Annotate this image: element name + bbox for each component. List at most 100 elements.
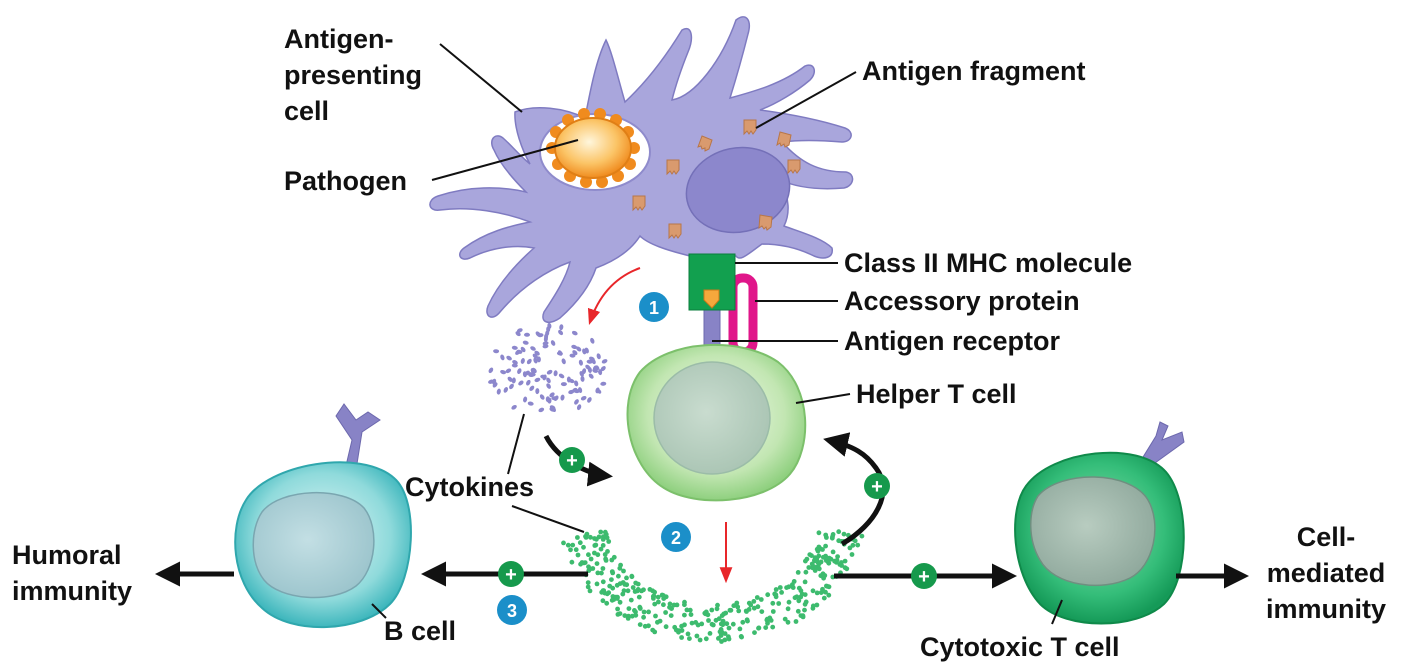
cytokine-dot <box>834 557 840 563</box>
cytokine-dot <box>728 607 734 613</box>
cytokine-dot <box>575 535 580 540</box>
cytokine-dot <box>663 624 669 630</box>
cytokine-dot <box>609 597 615 603</box>
cytokine-dot <box>745 618 750 624</box>
cytokine-dot <box>594 536 599 542</box>
cytokine-dot <box>625 616 631 621</box>
svg-text:3: 3 <box>507 601 517 621</box>
cytokine-dot <box>626 606 632 611</box>
cytokine-dot <box>539 394 545 400</box>
helper-t-nucleus <box>653 361 771 475</box>
label-class-ii-mhc: Class II MHC molecule <box>844 248 1132 278</box>
plus-badge-cytotoxic: + <box>911 563 937 589</box>
cytokine-dot <box>583 534 588 539</box>
cytokine-dot <box>527 401 534 406</box>
cytokine-dot <box>576 346 582 352</box>
svg-text:immunity: immunity <box>12 576 132 606</box>
cytokine-dot <box>652 601 658 607</box>
cytokine-dot <box>571 344 578 349</box>
cytokine-dot <box>546 369 553 375</box>
cytokine-dot <box>596 353 601 360</box>
cytokine-dot <box>621 588 627 594</box>
cytokine-dot <box>570 542 576 548</box>
cytokine-dot <box>804 556 810 562</box>
cytokine-dot <box>641 587 646 593</box>
cytokine-dot <box>545 396 550 403</box>
cytokine-dot <box>600 366 606 372</box>
cytokine-dot <box>765 592 771 598</box>
purple-cytokine-cloud <box>488 322 608 413</box>
cytokine-dot <box>770 600 776 606</box>
cytokine-dot <box>706 618 711 623</box>
cytokine-dot <box>600 381 607 386</box>
cytokine-dot <box>526 358 532 365</box>
cytokine-dot <box>530 368 536 374</box>
cytokine-dot <box>764 616 770 622</box>
cytokine-dot <box>598 546 604 552</box>
cytokine-dot <box>573 547 579 553</box>
cytokine-dot <box>622 613 628 618</box>
cytokine-dot <box>814 546 820 552</box>
cytokine-dot <box>828 556 834 562</box>
cytokine-dot <box>596 388 602 394</box>
cytokine-dot <box>784 585 789 590</box>
cytokine-dot <box>493 349 500 354</box>
cytokine-dot <box>578 359 583 366</box>
cytokine-dot <box>577 540 583 546</box>
step-badge-1: 1 <box>639 292 669 322</box>
cytokine-dot <box>604 591 610 597</box>
svg-text:+: + <box>871 476 883 498</box>
svg-text:2: 2 <box>671 528 681 548</box>
cytokine-dot <box>782 616 788 622</box>
cytokine-dot <box>560 394 565 401</box>
cytokine-dot <box>796 598 802 604</box>
cytokine-dot <box>734 600 740 606</box>
b-cell-receptor-icon <box>335 403 381 471</box>
cytokine-dot <box>684 607 690 613</box>
cytokine-dot <box>821 595 827 601</box>
cytokine-dot <box>743 608 749 614</box>
cytokine-dot <box>637 606 643 611</box>
cytokine-dot <box>641 609 647 615</box>
cytokine-dot <box>850 542 856 548</box>
cytokine-dot <box>574 380 579 387</box>
cytokine-dot <box>557 350 563 356</box>
cytokine-dot <box>536 356 541 363</box>
svg-text:+: + <box>918 566 930 588</box>
cytokine-dot <box>620 580 626 585</box>
cytotoxic-receptor-icon <box>1139 421 1185 469</box>
cytokine-dot <box>802 601 808 607</box>
cytokine-dot <box>719 639 724 644</box>
cytokine-dot <box>637 622 643 627</box>
cytokine-dot <box>568 378 575 384</box>
cytokine-dot <box>587 367 592 373</box>
cytokine-dot <box>647 587 653 592</box>
cytokine-dot <box>820 547 825 552</box>
cytokine-dot <box>839 560 844 565</box>
cytokine-dot <box>682 602 687 608</box>
cytokine-dot <box>835 554 840 559</box>
cytokine-dot <box>844 566 850 572</box>
cytokine-dot <box>824 535 829 540</box>
cytokine-dot <box>694 633 700 639</box>
cytokine-dot <box>603 558 609 563</box>
cytotoxic-t-cell <box>1014 421 1185 625</box>
cytokine-dot <box>534 350 540 356</box>
plus-badge-cytokine-helper: + <box>559 447 585 473</box>
cytokine-dot <box>754 595 760 600</box>
cytokine-dot <box>618 562 623 568</box>
cytokine-dot <box>542 344 549 349</box>
cytokine-dot <box>756 625 762 631</box>
cytokine-dot <box>655 594 661 600</box>
cytokine-dot <box>816 566 822 572</box>
cytokine-dot <box>809 561 815 567</box>
cytokine-dot <box>736 608 742 614</box>
green-cytokine-cloud <box>561 529 865 644</box>
cytokine-dot <box>558 373 565 379</box>
cytokine-dot <box>518 380 524 386</box>
cytokine-dot <box>660 593 666 598</box>
cytokine-dot <box>520 346 526 353</box>
cytokine-dot <box>629 573 635 579</box>
b-cell <box>234 403 412 629</box>
cytokine-dot <box>507 376 513 382</box>
